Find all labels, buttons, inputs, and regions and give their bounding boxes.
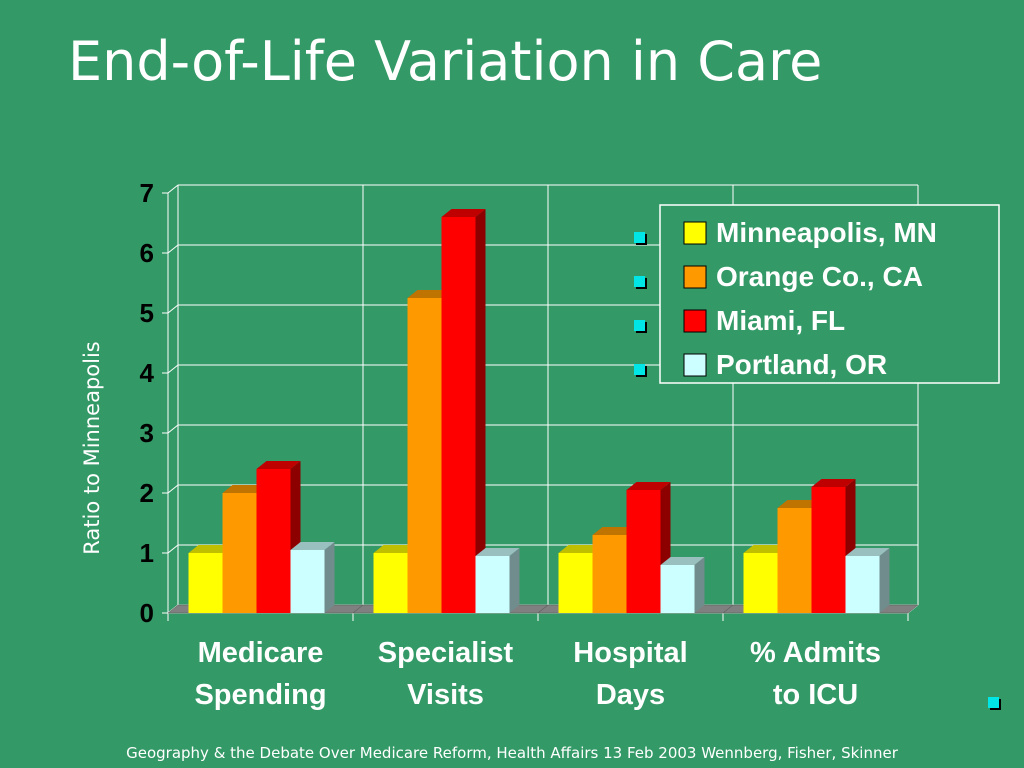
bar-portland-or [290, 542, 335, 613]
x-category-label: to ICU [773, 679, 858, 711]
legend-label: Portland, OR [716, 349, 887, 380]
bar-front [290, 550, 325, 613]
slide-title: End-of-Life Variation in Care [68, 30, 823, 93]
y-tick-label: 0 [140, 598, 154, 628]
bar-top [845, 548, 890, 556]
bar-front [626, 490, 661, 613]
y-tick-label: 6 [140, 238, 154, 268]
y-tick-label: 7 [140, 178, 154, 208]
x-category-label: Hospital [573, 637, 687, 669]
legend-bullet [634, 364, 645, 375]
footer-citation: Geography & the Debate Over Medicare Ref… [126, 744, 898, 762]
x-category-label: % Admits [750, 637, 881, 669]
legend-bullet [634, 232, 645, 243]
bar-side [509, 548, 520, 613]
bar-side [324, 542, 335, 613]
y-tick-label: 4 [140, 358, 155, 388]
legend-label: Orange Co., CA [716, 261, 923, 292]
x-category-label: Specialist [378, 637, 514, 669]
bar-front [407, 298, 442, 613]
bar-top [592, 527, 637, 535]
bar-top [407, 290, 452, 298]
bar-front [256, 469, 291, 613]
bar-top [743, 545, 788, 553]
legend-bullet [634, 320, 645, 331]
gridline-side [167, 184, 179, 194]
bar-front [777, 508, 812, 613]
bar-front [222, 493, 257, 613]
legend-swatch [683, 353, 707, 377]
x-category-label: Visits [407, 679, 484, 711]
bar-top [373, 545, 418, 553]
y-tick-label: 5 [140, 298, 154, 328]
gridline-side [167, 424, 179, 434]
bar-front [558, 553, 593, 613]
bar-front [188, 553, 223, 613]
y-tick-label: 2 [140, 478, 154, 508]
bar-front [660, 565, 695, 613]
legend-label: Miami, FL [716, 305, 845, 336]
bar-chart: 0 1 2 3 4 5 6 7 Medicare Spending Specialist Visits… [80, 178, 1000, 711]
legend-label: Minneapolis, MN [716, 217, 937, 248]
bar-front [743, 553, 778, 613]
x-category-label: Days [596, 679, 665, 711]
bar-portland-or [845, 548, 890, 613]
bar-top [475, 548, 520, 556]
bar-side [694, 557, 705, 613]
bar-top [441, 209, 486, 217]
gridline-side [167, 304, 179, 314]
y-tick-label: 3 [140, 418, 154, 448]
bar-front [373, 553, 408, 613]
bar-top [811, 479, 856, 487]
bar-top [222, 485, 267, 493]
y-axis-label: Ratio to Minneapolis [80, 341, 104, 555]
legend-box [659, 204, 1000, 384]
gridline-side [167, 364, 179, 374]
bar-top [660, 557, 705, 565]
bar-top [188, 545, 233, 553]
gridline-side [167, 244, 179, 254]
bar-front [845, 556, 880, 613]
bar-front [441, 217, 476, 613]
x-category-label: Spending [194, 679, 326, 711]
bar-miami-fl [441, 209, 486, 613]
x-category-label: Medicare [198, 637, 324, 669]
y-tick-label: 1 [140, 538, 154, 568]
bar-front [475, 556, 510, 613]
legend-swatch [683, 221, 707, 245]
gridline-side [167, 544, 179, 554]
bar-top [558, 545, 603, 553]
bar-front [592, 535, 627, 613]
bar-side [879, 548, 890, 613]
bar-top [290, 542, 335, 550]
bar-portland-or [660, 557, 705, 613]
bar-front [811, 487, 846, 613]
bullet-marker [988, 697, 999, 708]
bar-top [256, 461, 301, 469]
gridline-side [167, 484, 179, 494]
legend-swatch [683, 309, 707, 333]
legend-swatch [683, 265, 707, 289]
bar-top [777, 500, 822, 508]
bar-top [626, 482, 671, 490]
legend-bullet [634, 276, 645, 287]
bar-side [475, 209, 486, 613]
bar-portland-or [475, 548, 520, 613]
